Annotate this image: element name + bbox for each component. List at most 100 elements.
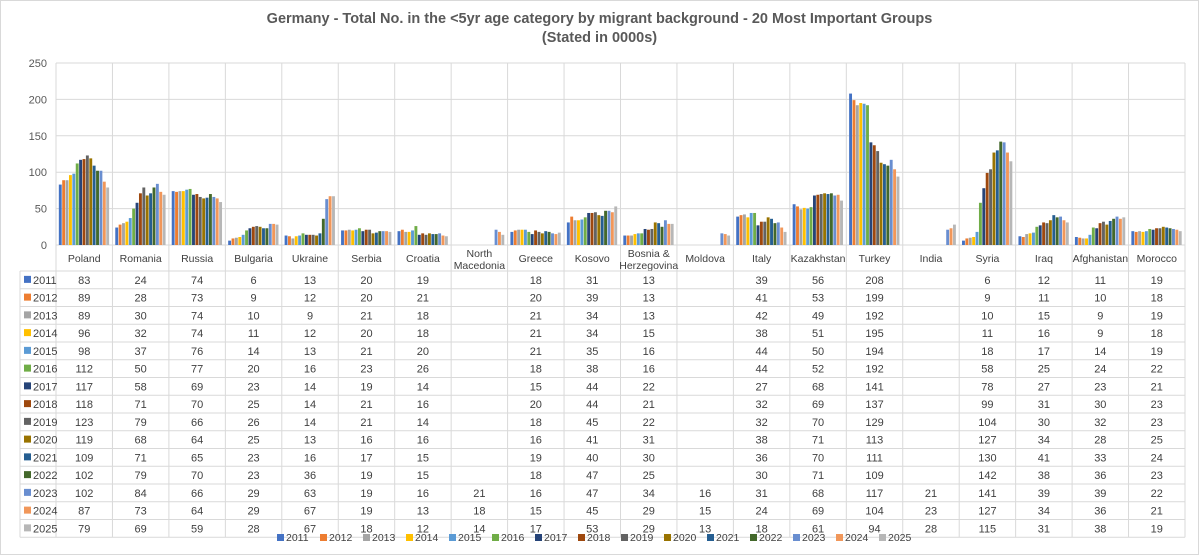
category-label: Russia <box>181 253 213 265</box>
data-label: 24 <box>1151 452 1163 464</box>
bar-2018-turkey <box>872 145 876 245</box>
bar-2018-italy <box>759 221 763 245</box>
category-label: Iraq <box>1035 253 1053 265</box>
data-label: 47 <box>586 470 598 482</box>
data-label: 29 <box>643 523 655 535</box>
chart-title-block: Germany - Total No. in the <5yr age cate… <box>0 10 1199 48</box>
data-label: 118 <box>75 399 93 411</box>
bar-2012-italy <box>739 215 743 245</box>
bar-2012-turkey <box>852 100 856 246</box>
data-label: 28 <box>925 523 937 535</box>
bar-2012-morocco <box>1134 231 1138 245</box>
bar-2021-poland <box>92 165 96 245</box>
bar-2015-bulgaria <box>241 234 245 245</box>
bar-2022-turkey <box>886 165 890 245</box>
bar-2025-poland <box>106 187 110 245</box>
bar-2023-ukraine <box>325 199 329 245</box>
data-label: 13 <box>417 506 429 518</box>
bar-2023-bulgaria <box>268 223 272 245</box>
bar-2018-bosnia-herzegovina <box>647 229 650 245</box>
bar-2025-morocco <box>1178 231 1182 245</box>
bar-2025-bosnia-herzegovina <box>670 223 674 245</box>
table-legend-key <box>24 275 31 283</box>
table-legend-key <box>24 311 31 319</box>
data-label: 63 <box>304 488 316 500</box>
table-legend-key <box>24 471 31 479</box>
data-label: 70 <box>812 417 824 429</box>
bar-2022-ukraine <box>321 218 325 245</box>
data-label: 109 <box>75 452 93 464</box>
bar-2025-romania <box>162 194 166 245</box>
bar-2014-italy <box>746 217 750 245</box>
bar-2022-russia <box>208 194 212 245</box>
data-label: 13 <box>699 523 711 535</box>
data-label: 47 <box>586 488 598 500</box>
data-label: 15 <box>643 328 655 340</box>
bar-2016-italy <box>753 212 757 245</box>
bar-2025-afghanistan <box>1122 217 1126 245</box>
bar-2025-kazakhstan <box>840 200 843 245</box>
data-label: 13 <box>643 310 655 322</box>
data-label: 19 <box>417 275 429 287</box>
data-label: 137 <box>865 399 883 411</box>
data-label: 64 <box>191 435 203 447</box>
bar-2012-serbia <box>344 230 348 245</box>
bar-2016-ukraine <box>301 233 305 245</box>
table-legend-key <box>24 293 31 301</box>
data-label: 23 <box>247 470 259 482</box>
bar-2021-russia <box>205 197 209 245</box>
bar-2018-kazakhstan <box>816 194 820 245</box>
bar-2012-poland <box>62 180 66 245</box>
bar-2013-bosnia-herzegovina <box>630 235 633 245</box>
data-label: 30 <box>1094 399 1106 411</box>
data-label: 11 <box>1095 275 1106 287</box>
bar-2017-poland <box>79 159 83 245</box>
data-label: 23 <box>1151 417 1163 429</box>
bar-2011-iraq <box>1018 236 1022 245</box>
data-label: 21 <box>530 346 542 358</box>
data-label: 14 <box>304 399 316 411</box>
data-label: 130 <box>978 452 996 464</box>
data-label: 24 <box>135 275 147 287</box>
bar-2021-kosovo <box>600 215 604 245</box>
bar-2020-bosnia-herzegovina <box>653 222 657 245</box>
data-label: 12 <box>1038 275 1050 287</box>
legend-entry: 2023 <box>802 532 826 544</box>
table-series-label: 2011 <box>33 275 57 287</box>
data-label: 22 <box>643 381 655 393</box>
data-label: 29 <box>247 488 259 500</box>
data-label: 76 <box>191 346 203 358</box>
data-label: 21 <box>360 399 372 411</box>
bar-2013-syria <box>968 237 972 245</box>
data-label: 113 <box>866 435 884 447</box>
data-label: 16 <box>417 399 429 411</box>
data-label: 111 <box>866 452 883 464</box>
y-tick-label: 100 <box>29 167 47 179</box>
data-label: 9 <box>984 293 990 305</box>
data-label: 68 <box>135 435 147 447</box>
bar-2015-romania <box>128 218 132 245</box>
data-label: 9 <box>1097 310 1103 322</box>
data-label: 83 <box>78 275 90 287</box>
data-label: 15 <box>530 506 542 518</box>
bar-2015-kazakhstan <box>806 208 810 245</box>
data-label: 39 <box>756 275 768 287</box>
category-label: Morocco <box>1137 253 1177 265</box>
bar-2013-greece <box>517 229 521 245</box>
bar-2011-serbia <box>341 230 344 245</box>
legend-entry: 2022 <box>759 532 783 544</box>
legend-key <box>492 534 499 541</box>
bar-2022-croatia <box>434 234 438 245</box>
bar-2014-kazakhstan <box>802 207 806 245</box>
bar-2012-kosovo <box>570 216 574 245</box>
data-label: 94 <box>868 523 880 535</box>
data-label: 28 <box>1094 435 1106 447</box>
data-label: 199 <box>865 293 883 305</box>
bar-2015-iraq <box>1032 232 1035 245</box>
category-label: Bulgaria <box>234 253 273 265</box>
bar-2017-romania <box>135 202 139 245</box>
data-label: 26 <box>247 417 259 429</box>
data-label: 34 <box>643 488 655 500</box>
data-label: 45 <box>586 417 598 429</box>
